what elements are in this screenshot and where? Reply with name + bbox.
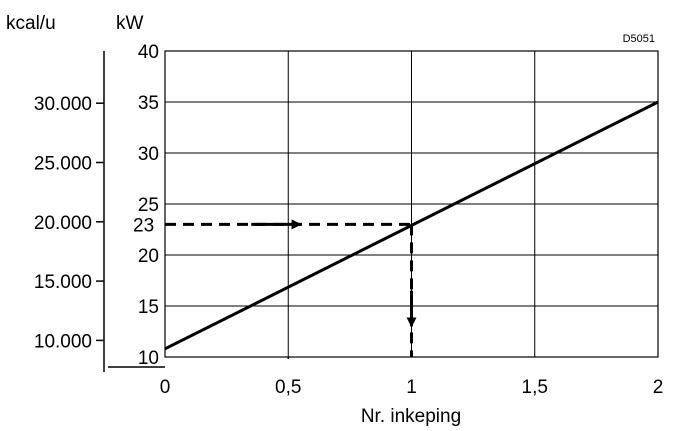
x-axis-label: Nr. inkeping xyxy=(361,406,461,427)
y-tick-label: 25 xyxy=(138,195,159,216)
y-tick-label: 10 xyxy=(138,348,159,369)
plot-frame xyxy=(108,50,659,368)
kcal-tick-label: 30.000 xyxy=(34,94,92,115)
kcal-tick-label: 15.000 xyxy=(34,272,92,293)
x-tick-label: 1,5 xyxy=(522,377,548,398)
kcal-tick-label: 10.000 xyxy=(34,331,92,352)
x-tick-label: 0,5 xyxy=(275,377,301,398)
kcal-tick-label: 25.000 xyxy=(34,153,92,174)
x-tick-label: 2 xyxy=(653,377,664,398)
y-axis-ticks: 10 15 20 25 30 35 40 xyxy=(138,42,159,369)
y-tick-label: 35 xyxy=(138,93,159,114)
y-tick-label: 30 xyxy=(138,144,159,165)
x-tick-label: 1 xyxy=(406,377,417,398)
kcal-tick-label: 20.000 xyxy=(34,213,92,234)
y-tick-label: 40 xyxy=(138,42,159,63)
y-tick-label: 15 xyxy=(138,297,159,318)
y-tick-label: 20 xyxy=(138,246,159,267)
grid xyxy=(165,51,658,357)
kcal-axis: 10.000 15.000 20.000 25.000 30.000 xyxy=(34,51,105,372)
annotation xyxy=(165,219,417,357)
x-axis-ticks: 0 0,5 1 1,5 2 xyxy=(160,357,664,398)
y2-axis-label: kcal/u xyxy=(6,13,56,34)
annotation-value-label: 23 xyxy=(133,215,154,236)
y-axis-label: kW xyxy=(116,13,144,34)
x-tick-label: 0 xyxy=(160,377,171,398)
figure-code: D5051 xyxy=(623,33,655,45)
